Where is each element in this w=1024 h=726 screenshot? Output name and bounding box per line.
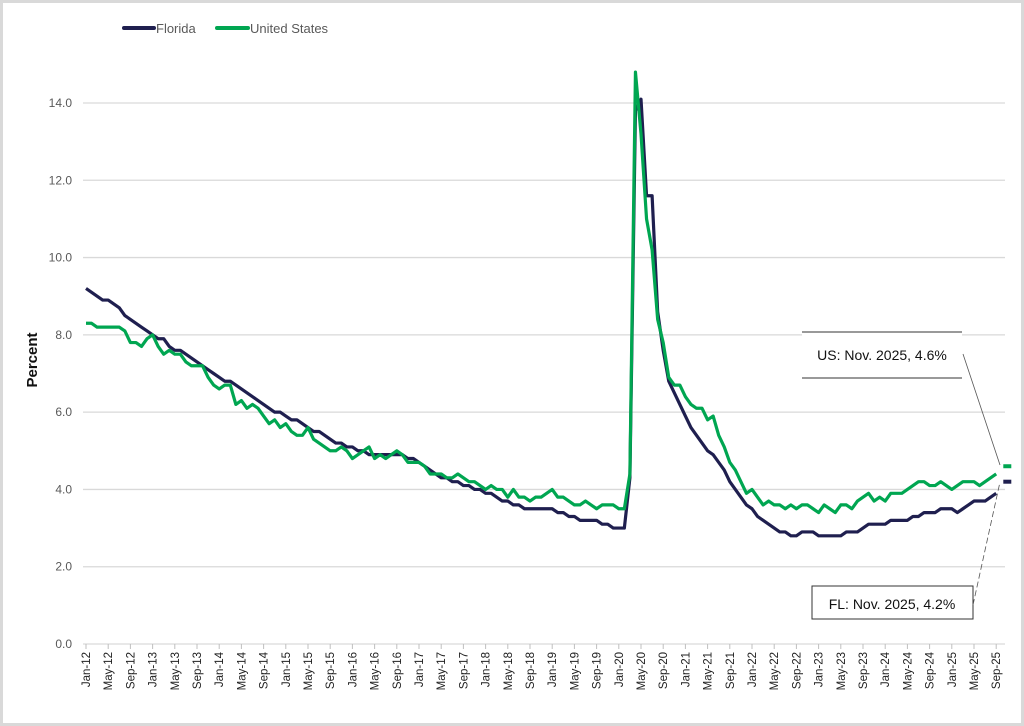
x-tick-label: Jan-20 — [614, 652, 626, 687]
y-tick-label: 6.0 — [55, 405, 72, 419]
y-axis-ticks: 0.0 2.0 4.0 6.0 8.0 10.0 12.0 14.0 — [49, 96, 73, 651]
x-tick-label: May-18 — [503, 652, 515, 690]
x-tick-label: Jan-22 — [747, 652, 759, 687]
x-tick-label: Jan-16 — [347, 652, 359, 687]
x-tick-label: Jan-21 — [680, 652, 692, 687]
x-tick-label: Sep-24 — [925, 651, 937, 689]
x-tick-label: Sep-16 — [392, 652, 404, 689]
x-tick-label: May-12 — [103, 652, 115, 690]
x-tick-label: May-20 — [636, 652, 648, 690]
x-tick-label: May-14 — [236, 651, 248, 690]
annotation-fl-leader — [972, 481, 1001, 606]
annotation-us-leader — [962, 353, 1001, 466]
x-tick-label: May-22 — [769, 652, 781, 690]
annotation-fl: FL: Nov. 2025, 4.2% — [811, 481, 1001, 620]
legend-label-florida: Florida — [156, 21, 197, 36]
x-tick-label: Sep-14 — [259, 651, 271, 689]
x-tick-label: Sep-21 — [725, 652, 737, 689]
x-tick-label: Jan-14 — [214, 651, 226, 687]
x-tick-label: Sep-22 — [791, 652, 803, 689]
x-tick-label: Jan-13 — [148, 652, 160, 687]
x-tick-label: Sep-12 — [125, 652, 137, 689]
annotation-us-box — [802, 332, 962, 378]
legend: Florida United States — [122, 21, 329, 36]
series-line-florida — [85, 97, 998, 538]
x-tick-label: Sep-20 — [658, 652, 670, 689]
x-tick-label: Jan-24 — [880, 651, 892, 687]
x-tick-label: Sep-13 — [192, 652, 204, 689]
x-tick-label: May-17 — [436, 652, 448, 690]
x-tick-label: May-19 — [569, 652, 581, 690]
series-lines — [85, 70, 1012, 538]
x-tick-label: May-21 — [703, 652, 715, 690]
y-tick-label: 4.0 — [55, 482, 72, 496]
x-tick-label: Sep-17 — [458, 652, 470, 689]
x-tick-label: May-24 — [902, 651, 914, 690]
x-tick-label: May-15 — [303, 652, 315, 690]
x-tick-label: Jan-17 — [414, 652, 426, 687]
x-tick-label: Jan-19 — [547, 652, 559, 687]
x-tick-label: Jan-25 — [947, 652, 959, 687]
x-tick-label: May-25 — [969, 652, 981, 690]
x-tick-label: Sep-23 — [858, 652, 870, 689]
x-tick-label: Sep-15 — [325, 652, 337, 689]
y-tick-label: 0.0 — [55, 637, 72, 651]
y-tick-label: 2.0 — [55, 560, 72, 574]
y-tick-label: 14.0 — [49, 96, 73, 110]
y-axis-label: Percent — [24, 332, 41, 387]
x-axis-ticks: Jan-12 May-12 Sep-12 Jan-13 May-13 Sep-13 Jan-… — [81, 644, 1003, 690]
y-tick-label: 8.0 — [55, 328, 72, 342]
series-line-united-states — [86, 70, 998, 515]
x-tick-label: Sep-25 — [991, 652, 1003, 689]
x-tick-label: Jan-23 — [814, 652, 826, 687]
legend-label-us: United States — [250, 21, 329, 36]
x-tick-label: Sep-19 — [592, 652, 604, 689]
x-tick-label: Jan-18 — [481, 652, 493, 687]
annotation-us-text: US: Nov. 2025, 4.6% — [817, 347, 947, 363]
x-tick-label: May-23 — [836, 652, 848, 690]
x-tick-label: Jan-12 — [81, 652, 93, 687]
x-tick-label: Sep-18 — [525, 652, 537, 689]
x-tick-label: May-13 — [170, 652, 182, 690]
annotation-fl-text: FL: Nov. 2025, 4.2% — [829, 596, 956, 612]
y-tick-label: 12.0 — [49, 173, 73, 187]
y-tick-label: 10.0 — [49, 251, 73, 265]
x-tick-label: Jan-15 — [281, 652, 293, 687]
annotation-fl-box — [811, 585, 974, 620]
x-tick-label: May-16 — [370, 652, 382, 690]
annotation-us: US: Nov. 2025, 4.6% — [802, 331, 1001, 466]
